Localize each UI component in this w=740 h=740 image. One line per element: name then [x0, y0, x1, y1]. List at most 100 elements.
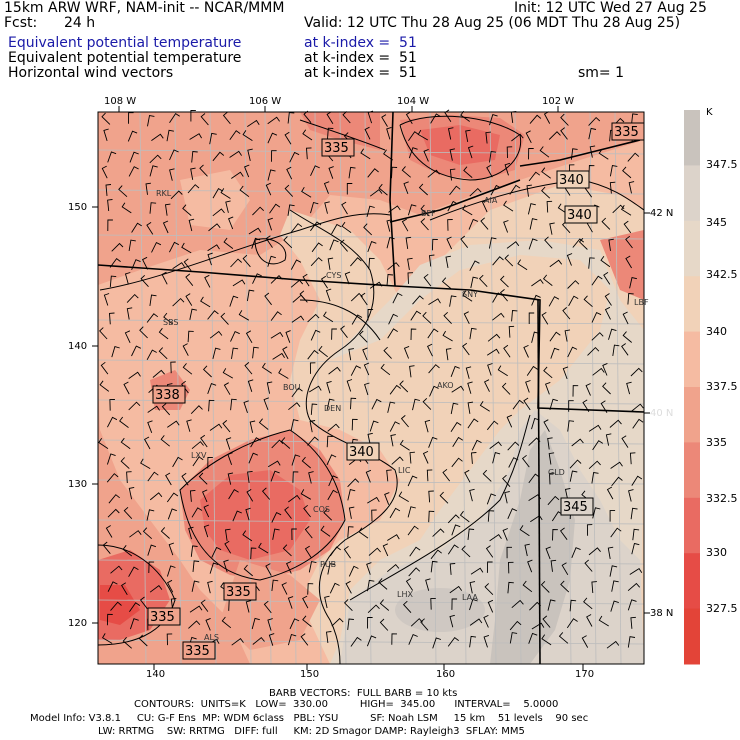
wind-barb	[140, 458, 151, 469]
wind-barb	[326, 435, 333, 448]
footer-model-info-2: LW: RRTMG SW: RRTMG DIFF: full KM: 2D Sm…	[98, 726, 525, 737]
wind-barb	[391, 166, 398, 179]
wind-barb	[525, 380, 531, 393]
wind-barb	[489, 150, 497, 163]
wind-barb	[284, 184, 294, 197]
wind-barb	[131, 345, 141, 357]
grid-label-bottom-160: 160	[436, 669, 456, 680]
wind-barb	[403, 345, 410, 359]
wind-barb	[486, 348, 500, 356]
wind-barb	[526, 365, 538, 376]
colorado-kansas-border	[537, 299, 541, 665]
wind-barb	[110, 565, 123, 574]
wind-barb	[460, 235, 469, 248]
wind-barb	[548, 452, 555, 465]
wind-barb	[189, 308, 197, 320]
wind-barb	[182, 363, 193, 375]
wind-barb	[169, 112, 180, 123]
wind-barb	[242, 130, 253, 141]
wind-barb	[270, 331, 284, 339]
wind-barb	[418, 183, 429, 196]
wind-barb	[228, 488, 239, 500]
wind-barb	[531, 278, 544, 287]
wind-barb	[367, 309, 374, 321]
wind-barb	[267, 255, 276, 267]
wind-barb	[548, 296, 560, 307]
wind-barb	[509, 620, 522, 631]
wind-barb	[227, 472, 234, 485]
wind-barb	[509, 632, 518, 644]
wind-barb	[365, 469, 372, 483]
wind-barb	[302, 615, 312, 627]
wind-barb	[232, 510, 242, 522]
wind-barb	[110, 601, 122, 611]
wind-barb	[367, 496, 380, 504]
wind-barb	[566, 253, 573, 266]
wind-barb	[107, 219, 113, 232]
wind-barb	[371, 509, 377, 522]
wind-barb	[124, 330, 131, 343]
wind-barb	[528, 238, 538, 250]
wind-barb	[621, 435, 629, 448]
wind-barb	[261, 362, 272, 374]
station-lbf: LBF	[634, 298, 649, 307]
wind-barb	[289, 618, 300, 630]
station-lic: LIC	[398, 466, 411, 475]
wind-barb	[288, 494, 301, 503]
wind-barb	[205, 617, 211, 631]
station-rkl: RKL	[156, 189, 172, 198]
wind-barb	[561, 562, 569, 576]
wind-barb	[447, 544, 459, 555]
wind-barb	[207, 580, 213, 594]
wind-barb	[631, 475, 643, 486]
wind-barb	[389, 384, 401, 395]
wind-barb	[449, 585, 463, 594]
wind-barb	[252, 206, 265, 216]
wind-barb	[119, 416, 129, 428]
wind-barb	[146, 222, 154, 235]
wind-barb	[212, 187, 224, 199]
wind-barb	[225, 437, 232, 450]
wind-barb	[300, 633, 309, 646]
wind-barb	[564, 487, 571, 501]
wind-barb	[358, 330, 368, 343]
wind-barb	[128, 371, 141, 379]
wind-barb	[608, 328, 617, 340]
wind-barb	[407, 257, 413, 270]
wind-barb	[519, 525, 530, 537]
colorbar-label-327: 327.5	[706, 602, 738, 615]
colorbar-segment	[684, 220, 700, 277]
wind-barb	[265, 235, 273, 248]
wind-barb	[267, 460, 281, 468]
wind-barb	[591, 471, 599, 484]
wind-barb	[120, 457, 130, 469]
wind-barb	[529, 601, 542, 611]
wind-barb	[469, 187, 482, 197]
wind-barb	[378, 183, 388, 196]
wind-barb	[492, 452, 501, 464]
contour-label-335-north: 335	[324, 141, 349, 156]
wind-barb	[462, 290, 473, 302]
wind-barb	[570, 148, 578, 160]
wind-barb	[547, 495, 560, 506]
station-bff: BFF	[421, 209, 436, 218]
wind-barb	[572, 385, 579, 397]
wind-barb	[146, 349, 157, 361]
wind-barb	[449, 563, 456, 575]
wind-barb	[479, 400, 490, 412]
wind-barb	[182, 343, 189, 356]
wind-barb	[428, 436, 438, 448]
wind-barb	[490, 184, 501, 196]
wind-barb	[308, 471, 314, 484]
wind-barb	[267, 116, 280, 125]
wind-barb	[111, 346, 120, 358]
wind-barb	[564, 329, 571, 342]
wind-barb	[410, 310, 422, 321]
wind-barb	[326, 111, 334, 124]
wind-barb	[207, 383, 217, 395]
wind-barb	[489, 533, 502, 542]
wind-barb	[587, 346, 600, 356]
wind-barb	[610, 527, 622, 538]
axis-ticks	[92, 106, 650, 670]
wind-barb	[129, 618, 139, 630]
